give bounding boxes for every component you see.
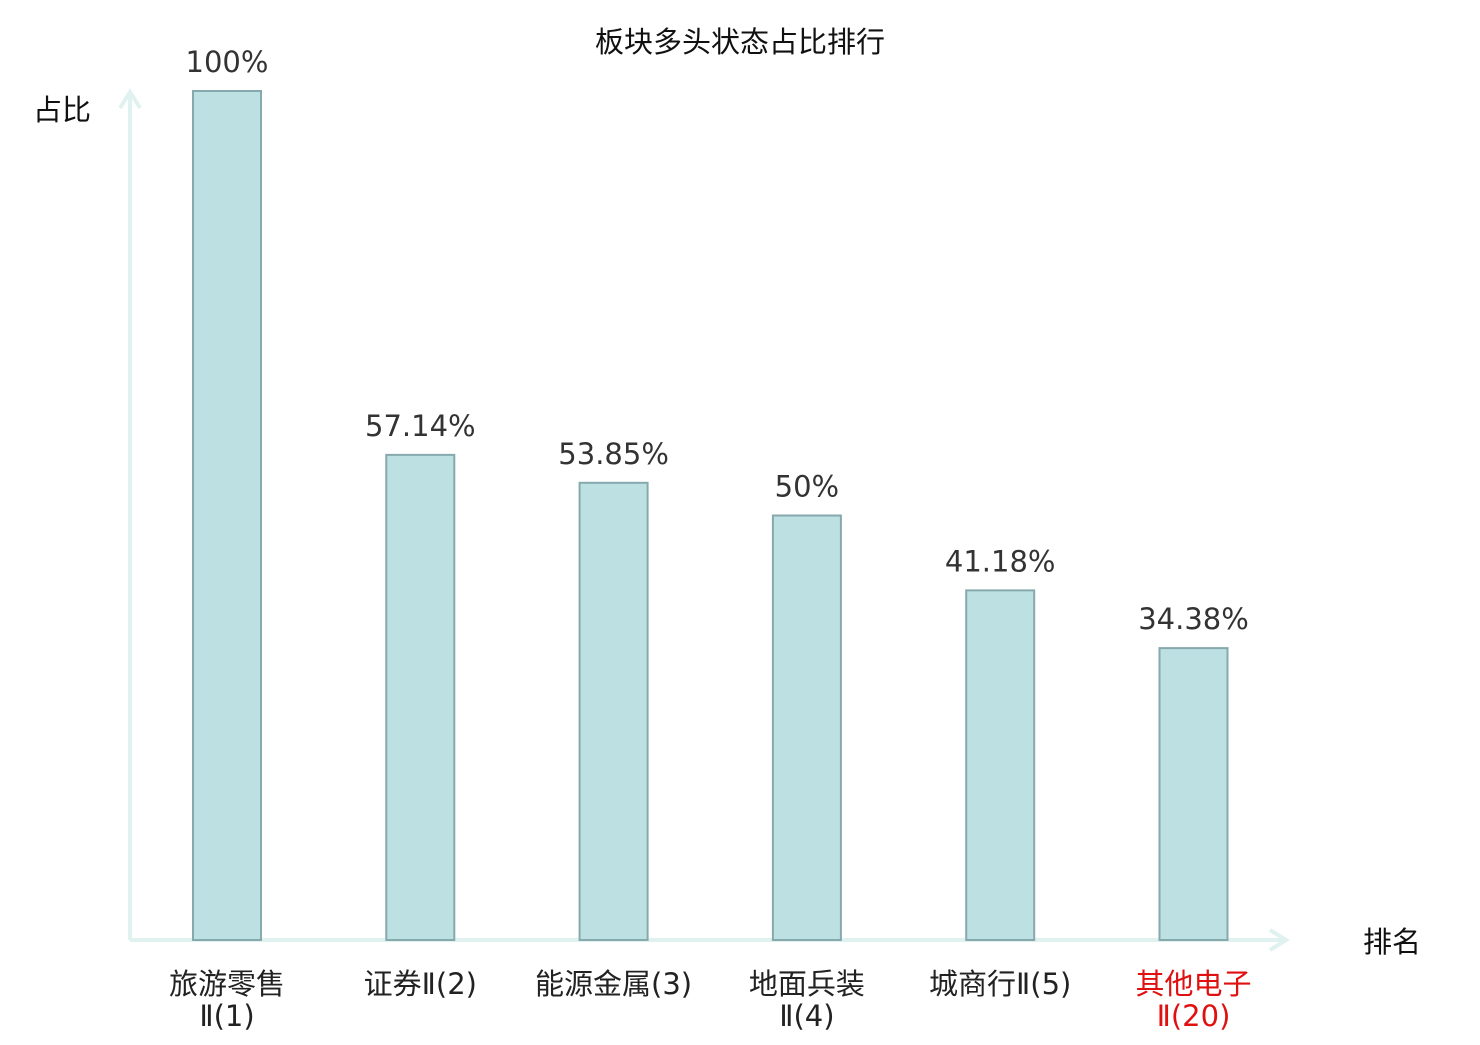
bar <box>385 453 456 941</box>
bar <box>192 90 262 941</box>
bar <box>1158 647 1229 941</box>
category-label-line2: Ⅱ(1) <box>199 999 254 1033</box>
category-label: 旅游零售 <box>169 967 285 1001</box>
bar <box>965 589 1036 941</box>
category-label: 证券Ⅱ(2) <box>364 967 477 1001</box>
x-axis-arrow <box>1268 928 1290 952</box>
y-axis-label: 占比 <box>33 93 91 127</box>
category-label: 能源金属(3) <box>535 967 692 1001</box>
category-label: 地面兵装 <box>749 967 865 1001</box>
data-label: 57.14% <box>365 409 476 443</box>
data-label: 53.85% <box>558 437 669 471</box>
chart-title: 板块多头状态占比排行 <box>595 25 885 59</box>
bar <box>578 481 649 941</box>
data-label: 41.18% <box>945 544 1056 578</box>
data-label: 34.38% <box>1138 602 1249 636</box>
bar <box>771 514 842 941</box>
category-label: 城商行Ⅱ(5) <box>929 967 1071 1001</box>
axes <box>118 88 1290 952</box>
x-axis-label: 排名 <box>1363 925 1421 959</box>
category-label-line2: Ⅱ(20) <box>1157 999 1231 1033</box>
bars <box>192 90 1229 941</box>
data-label: 100% <box>186 45 269 79</box>
category-label-line2: Ⅱ(4) <box>779 999 834 1033</box>
category-label: 其他电子 <box>1135 967 1251 1001</box>
data-labels: 100% 57.14% 53.85% 50% 41.18% 34.38% <box>186 45 1249 636</box>
y-axis-arrow <box>118 88 142 110</box>
data-label: 50% <box>775 470 839 504</box>
